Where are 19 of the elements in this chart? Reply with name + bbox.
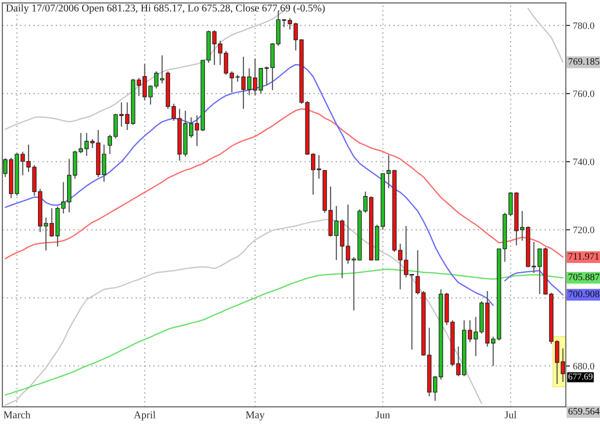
data-label: 705.887	[568, 274, 600, 280]
x-tick-label: Jul	[504, 410, 516, 418]
y-tick-label: 720.0	[573, 226, 594, 234]
line-series	[4, 108, 564, 260]
text: 677.69	[568, 374, 593, 380]
y-tick-label: 680.0	[573, 362, 594, 370]
text: 659.564	[568, 408, 600, 415]
y-tick-label: 760.0	[573, 90, 594, 98]
y-tick-label: 740.0	[573, 158, 594, 166]
x-tick-label: Jun	[376, 411, 390, 418]
chart-title: Daily 17/07/2006 Open 681.23, Hi 685.17, Lo 675.28, Close 677.69 (-0.5%)	[6, 4, 325, 14]
x-tick-label: March	[4, 410, 30, 418]
data-label: 700.908	[568, 290, 600, 298]
x-tick-label: May	[246, 411, 265, 420]
x-tick-label: April	[134, 410, 156, 420]
data-label: 769.185	[568, 58, 600, 65]
data-label: 711.971	[568, 253, 599, 260]
y-tick-label: 780.0	[573, 22, 594, 29]
line-series	[4, 218, 482, 406]
